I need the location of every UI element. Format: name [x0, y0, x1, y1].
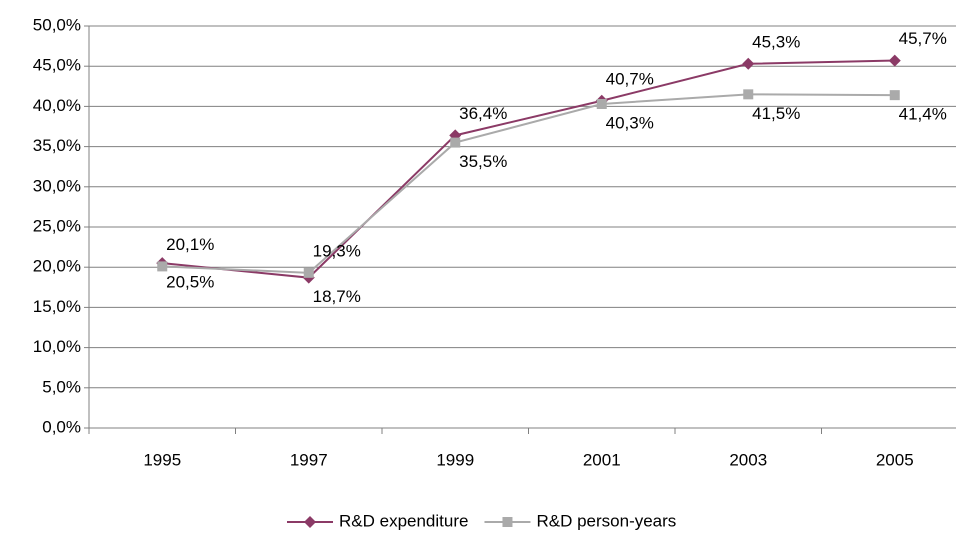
- y-tick-label: 40,0%: [33, 96, 81, 115]
- data-label: 36,4%: [459, 104, 507, 123]
- marker: [450, 137, 461, 148]
- line: [162, 59, 895, 279]
- y-tick-label: 25,0%: [33, 216, 81, 235]
- legend-label: R&D expenditure: [339, 511, 468, 530]
- marker: [889, 90, 900, 101]
- data-label: 45,7%: [899, 29, 947, 48]
- marker: [743, 89, 754, 100]
- y-tick-label: 35,0%: [33, 136, 81, 155]
- marker: [303, 267, 314, 278]
- marker: [888, 54, 901, 67]
- x-tick-label: 2001: [583, 450, 621, 469]
- data-label: 41,4%: [899, 105, 947, 124]
- y-tick-label: 45,0%: [33, 56, 81, 75]
- y-tick-label: 15,0%: [33, 297, 81, 316]
- y-tick-label: 50,0%: [33, 15, 81, 34]
- legend-label: R&D person-years: [536, 511, 676, 530]
- marker: [502, 517, 513, 527]
- marker: [157, 261, 168, 272]
- data-label: 40,7%: [606, 69, 654, 88]
- y-tick-label: 0,0%: [42, 417, 81, 436]
- y-tick-label: 30,0%: [33, 176, 81, 195]
- y-tick-label: 20,0%: [33, 257, 81, 276]
- data-label: 35,5%: [459, 152, 507, 171]
- data-label: 18,7%: [313, 287, 361, 306]
- marker: [742, 57, 755, 70]
- marker: [304, 516, 316, 528]
- y-tick-label: 5,0%: [42, 377, 81, 396]
- data-label: 20,1%: [166, 235, 214, 254]
- x-tick-label: 2003: [729, 450, 767, 469]
- data-label: 20,5%: [166, 273, 214, 292]
- x-tick-label: 2005: [876, 450, 914, 469]
- line: [162, 93, 895, 274]
- data-label: 45,3%: [752, 32, 800, 51]
- y-tick-label: 10,0%: [33, 337, 81, 356]
- x-tick-label: 1999: [436, 450, 474, 469]
- data-label: 40,3%: [606, 113, 654, 132]
- data-label: 41,5%: [752, 104, 800, 123]
- x-tick-label: 1997: [290, 450, 328, 469]
- x-tick-label: 1995: [143, 450, 181, 469]
- marker: [596, 98, 607, 109]
- data-label: 19,3%: [313, 241, 361, 260]
